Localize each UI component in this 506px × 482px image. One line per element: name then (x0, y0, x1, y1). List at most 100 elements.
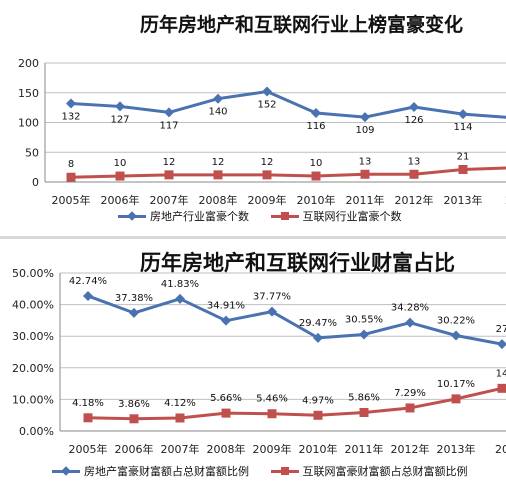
data-label: 117 (159, 120, 178, 131)
chart-panel-1: 0 50 100 150 200 2005年 2006年 2007年 2008年 2009年 201… (0, 0, 506, 236)
data-point-square (164, 170, 174, 180)
legend-label: 房地产行业富豪个数 (150, 210, 249, 223)
data-point-square (175, 413, 185, 423)
data-label: 34.91% (207, 301, 245, 312)
x-tick-label: 2011年 (346, 193, 385, 207)
y-tick-label: 50.00% (12, 267, 54, 280)
x-tick-label: 2005年 (52, 193, 91, 207)
y-tick-label: 0 (32, 176, 39, 189)
x-tick-label: 2009年 (248, 193, 287, 207)
data-label: 10 (114, 158, 127, 169)
series-line (70, 90, 506, 119)
chart-2-plot: 0.00% 10.00% 20.00% 30.00% 40.00% 50.00% 2005年… (12, 267, 506, 456)
data-point-square (267, 409, 277, 419)
data-label: 41.83% (161, 279, 199, 290)
data-point-diamond (458, 109, 468, 120)
series-line (70, 166, 506, 179)
y-tick-label: 30.00% (12, 330, 54, 343)
data-point-diamond (409, 102, 419, 113)
y-tick-label: 200 (18, 57, 39, 70)
data-label: 3.86% (118, 399, 150, 410)
data-label: 116 (306, 121, 325, 132)
data-point-diamond (262, 86, 272, 97)
data-label: 5.86% (348, 392, 380, 403)
data-point-square (311, 171, 321, 181)
chart-2-legend: 房地产富豪财富额占总财富额比例 互联网富豪财富额占总财富额比例 (52, 463, 486, 479)
data-label: 12 (163, 157, 176, 168)
data-point-square (360, 169, 370, 179)
x-tick-label: 2007年 (161, 442, 200, 456)
data-label: 7.29% (394, 388, 426, 399)
data-point-square (115, 171, 125, 181)
series-line (87, 294, 503, 346)
data-label: 4.18% (72, 398, 104, 409)
chart-1-title: 历年房地产和互联网行业上榜富豪变化 (140, 14, 464, 36)
data-label: 126 (404, 115, 423, 126)
legend-line-diamond-icon (118, 211, 146, 221)
data-label: 4.12% (164, 398, 196, 409)
data-label: 10.17% (437, 379, 475, 390)
chart-1-legend: 房地产行业富豪个数 互联网行业富豪个数 (118, 208, 420, 224)
data-point-diamond (115, 101, 125, 112)
data-point-diamond (451, 330, 461, 341)
data-point-diamond (66, 98, 76, 109)
data-label: 10 (310, 158, 323, 169)
y-tick-label: 10.00% (12, 393, 54, 406)
data-point-square (313, 410, 323, 420)
data-label: 12 (212, 157, 225, 168)
x-tick-label: 2005年 (69, 442, 108, 456)
data-point-square (83, 413, 93, 423)
data-point-square (409, 169, 419, 179)
data-label: 37.38% (115, 293, 153, 304)
x-tick-label: 20 (495, 443, 506, 456)
data-label: 30.22% (437, 316, 475, 327)
chart-panel-2: 0.00% 10.00% 20.00% 30.00% 40.00% 50.00% 2005年… (0, 239, 506, 482)
data-point-diamond (405, 317, 415, 328)
data-point-diamond (175, 293, 185, 304)
x-tick-label: 2011年 (345, 442, 384, 456)
data-label: 109 (355, 125, 374, 136)
data-label: 8 (68, 159, 74, 170)
y-tick-label: 150 (18, 87, 39, 100)
legend-line-square-icon (270, 466, 299, 476)
data-label: 140 (208, 107, 227, 118)
data-point-square (66, 172, 76, 182)
data-point-diamond (83, 290, 93, 301)
legend-line-square-icon (270, 211, 299, 221)
data-point-diamond (221, 315, 231, 326)
data-point-diamond (213, 93, 223, 104)
data-label: 127 (110, 114, 129, 125)
data-label: 132 (61, 111, 80, 122)
data-point-diamond (164, 107, 174, 118)
legend-label: 房地产富豪财富额占总财富额比例 (84, 465, 249, 478)
legend-label: 互联网富豪财富额占总财富额比例 (302, 465, 468, 478)
data-label: 34.28% (391, 303, 429, 314)
data-point-diamond (129, 307, 139, 318)
legend-line-diamond-icon (52, 466, 80, 476)
x-tick-label: 2010年 (297, 193, 336, 207)
data-point-square (262, 170, 272, 180)
data-label: 42.74% (69, 276, 107, 287)
data-label: 114 (453, 122, 472, 133)
legend-item-series-b: 互联网富豪财富额占总财富额比例 (270, 463, 468, 479)
data-label: 29.47% (299, 318, 337, 329)
data-point-diamond (497, 339, 506, 350)
x-tick-label: 2012年 (395, 193, 434, 207)
data-point-diamond (360, 112, 370, 123)
data-label: 37.77% (253, 292, 291, 303)
chart-1-plot: 0 50 100 150 200 2005年 2006年 2007年 2008年 2009年 201… (18, 57, 506, 207)
data-point-diamond (313, 332, 323, 343)
data-point-square (451, 394, 461, 404)
legend-item-series-b: 互联网行业富豪个数 (270, 208, 402, 224)
data-label: 13 (359, 156, 372, 167)
data-label: 12 (261, 157, 274, 168)
data-label: 152 (257, 100, 276, 111)
legend-item-series-a: 房地产行业富豪个数 (118, 208, 249, 224)
data-point-diamond (359, 329, 369, 340)
legend-item-series-a: 房地产富豪财富额占总财富额比例 (52, 463, 249, 479)
x-tick-label: 2006年 (115, 442, 154, 456)
chart-2-title: 历年房地产和互联网行业财富占比 (140, 250, 455, 275)
data-label: 27 (496, 324, 506, 335)
data-point-square (221, 408, 231, 418)
panel-divider (0, 236, 506, 239)
